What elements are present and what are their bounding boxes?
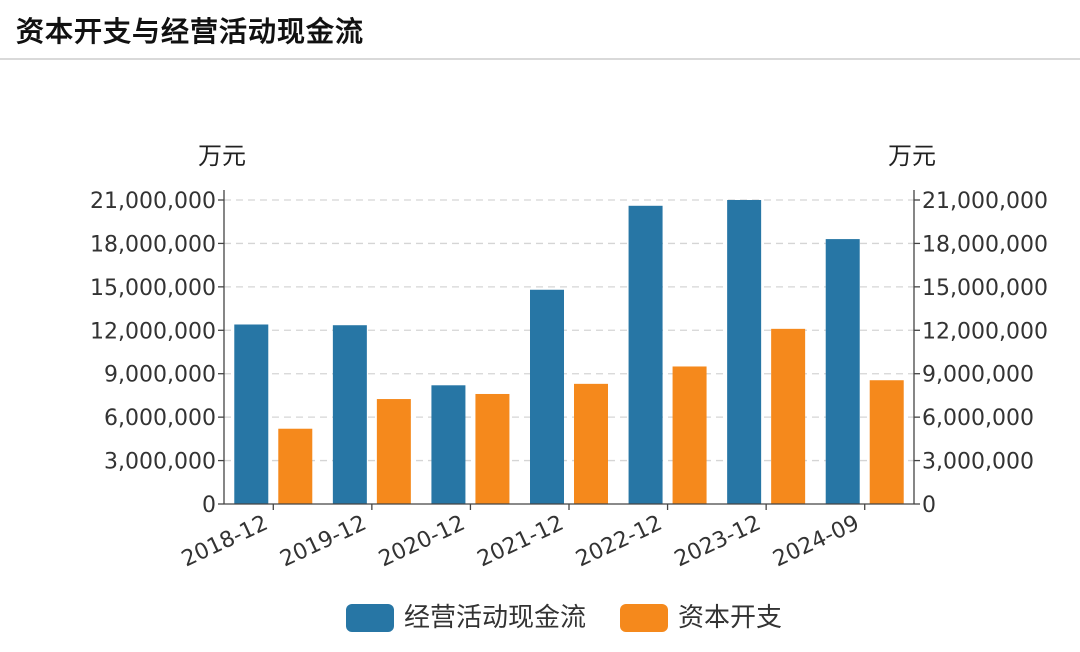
- bar-capex: [376, 399, 411, 504]
- bar-operating-cash-flow: [727, 200, 762, 504]
- grid-lines: [224, 199, 914, 462]
- y-right-tick-label: 12,000,000: [922, 319, 1048, 344]
- header-bar: 资本开支与经营活动现金流: [0, 0, 1080, 60]
- y-left-tick-label: 0: [202, 493, 216, 518]
- bar-capex: [672, 366, 707, 504]
- y-left-tick-label: 9,000,000: [104, 363, 216, 388]
- legend-label: 经营活动现金流: [404, 603, 586, 633]
- y-right-unit-label: 万元: [888, 142, 936, 170]
- y-right-tick-label: 9,000,000: [922, 363, 1034, 388]
- legend-swatch: [620, 604, 668, 632]
- y-right-tick-label: 3,000,000: [922, 450, 1034, 475]
- bar-operating-cash-flow: [234, 324, 269, 504]
- legend-label: 资本开支: [678, 603, 782, 633]
- legend: 经营活动现金流 资本开支: [346, 603, 782, 633]
- y-right-tick-label: 6,000,000: [922, 406, 1034, 431]
- y-left-tick-label: 15,000,000: [90, 276, 216, 301]
- bar-operating-cash-flow: [332, 325, 367, 504]
- x-tick-label: 2023-12: [671, 511, 765, 573]
- y-right-tick-label: 21,000,000: [922, 189, 1048, 214]
- y-right-tick-label: 18,000,000: [922, 232, 1048, 257]
- y-left-tick-label: 3,000,000: [104, 450, 216, 475]
- x-tick-label: 2024-09: [769, 511, 863, 573]
- y-left-unit-label: 万元: [198, 142, 246, 170]
- bar-operating-cash-flow: [628, 205, 663, 505]
- bar-operating-cash-flow: [825, 239, 860, 505]
- y-left-tick-label: 18,000,000: [90, 232, 216, 257]
- axes: 0 0 3,000,000 3,000,000 6,000,000 6,000,000 9,…: [90, 142, 1048, 572]
- x-tick-label: 2019-12: [277, 511, 371, 573]
- bar-operating-cash-flow: [431, 385, 466, 504]
- x-tick-label: 2018-12: [178, 511, 272, 573]
- y-right-tick-label: 15,000,000: [922, 276, 1048, 301]
- bar-operating-cash-flow: [530, 289, 564, 504]
- chart-title: 资本开支与经营活动现金流: [16, 15, 365, 48]
- x-tick-label: 2022-12: [572, 511, 666, 573]
- y-right-tick-label: 0: [922, 493, 936, 518]
- y-left-tick-label: 21,000,000: [90, 189, 216, 214]
- bar-capex: [869, 380, 904, 504]
- bars: [234, 200, 904, 505]
- bar-capex: [574, 383, 608, 504]
- legend-swatch: [346, 604, 394, 632]
- bar-capex: [278, 428, 313, 504]
- x-tick-label: 2021-12: [474, 511, 568, 573]
- bar-capex: [771, 328, 806, 504]
- bar-capex: [475, 393, 510, 504]
- x-tick-label: 2020-12: [375, 511, 469, 573]
- y-left-tick-label: 6,000,000: [104, 406, 216, 431]
- y-left-tick-label: 12,000,000: [90, 319, 216, 344]
